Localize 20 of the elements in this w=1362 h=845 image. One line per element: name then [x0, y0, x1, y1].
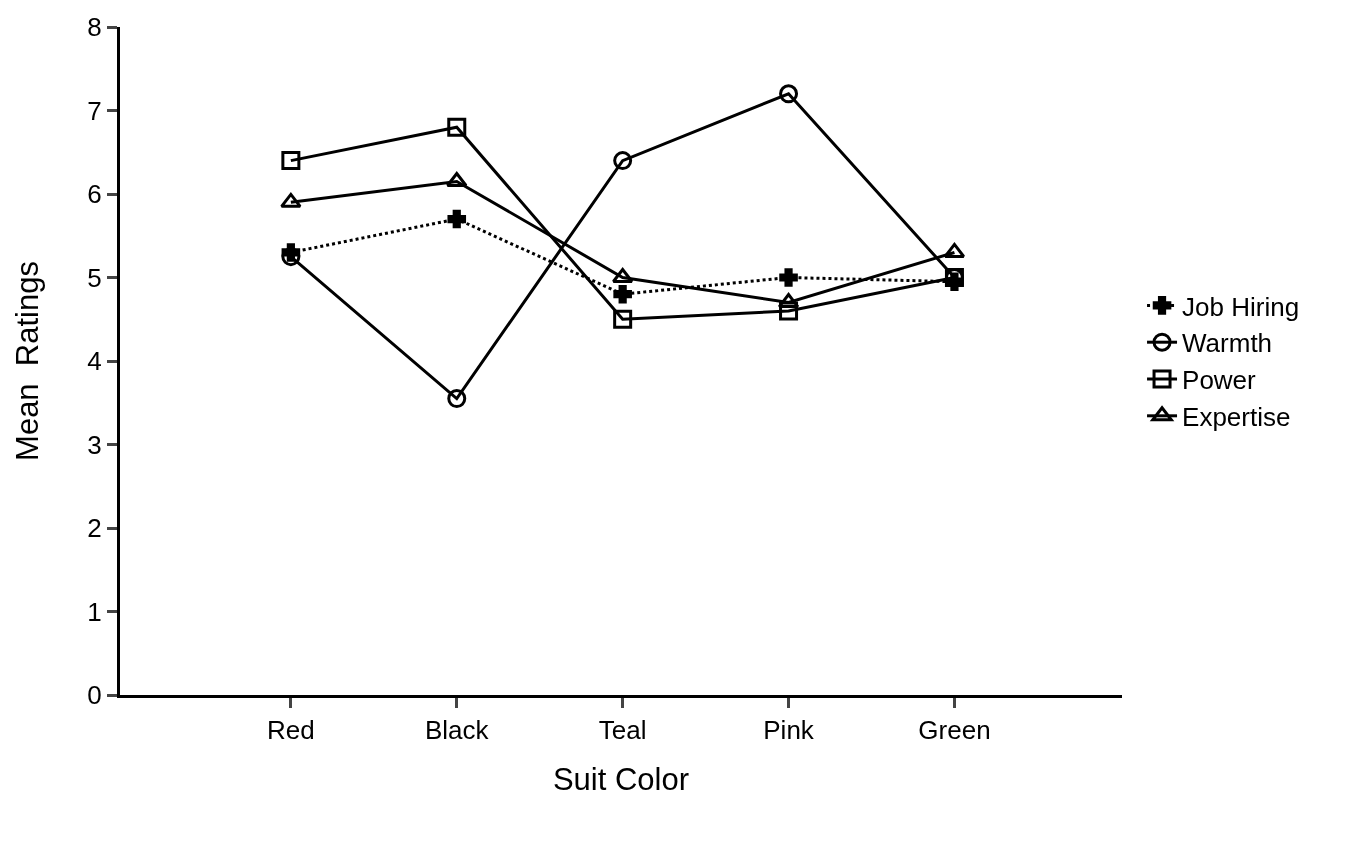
y-tick-label: 6 [87, 179, 102, 210]
legend-label: Expertise [1182, 401, 1291, 432]
x-tick-label: Red [267, 715, 315, 746]
x-axis-title: Suit Color [552, 762, 690, 798]
y-tick-label: 5 [87, 262, 102, 293]
x-tick-label: Teal [598, 715, 647, 746]
x-tick-label: Pink [763, 715, 815, 746]
y-tick-label: 2 [87, 513, 102, 544]
legend-label: Power [1182, 365, 1257, 396]
y-tick-label: 3 [87, 429, 102, 460]
y-tick-label: 4 [87, 346, 102, 377]
y-axis-title: Mean Ratings [9, 261, 45, 461]
x-tick-label: Black [424, 715, 490, 746]
y-tick-label: 1 [87, 596, 102, 627]
legend-label: Warmth [1182, 328, 1273, 359]
legend-label: Job Hiring [1182, 291, 1300, 322]
y-tick-label: 7 [87, 95, 102, 126]
x-tick-label: Green [918, 715, 991, 746]
y-tick-label: 8 [87, 12, 102, 43]
y-tick-label: 0 [87, 680, 102, 711]
